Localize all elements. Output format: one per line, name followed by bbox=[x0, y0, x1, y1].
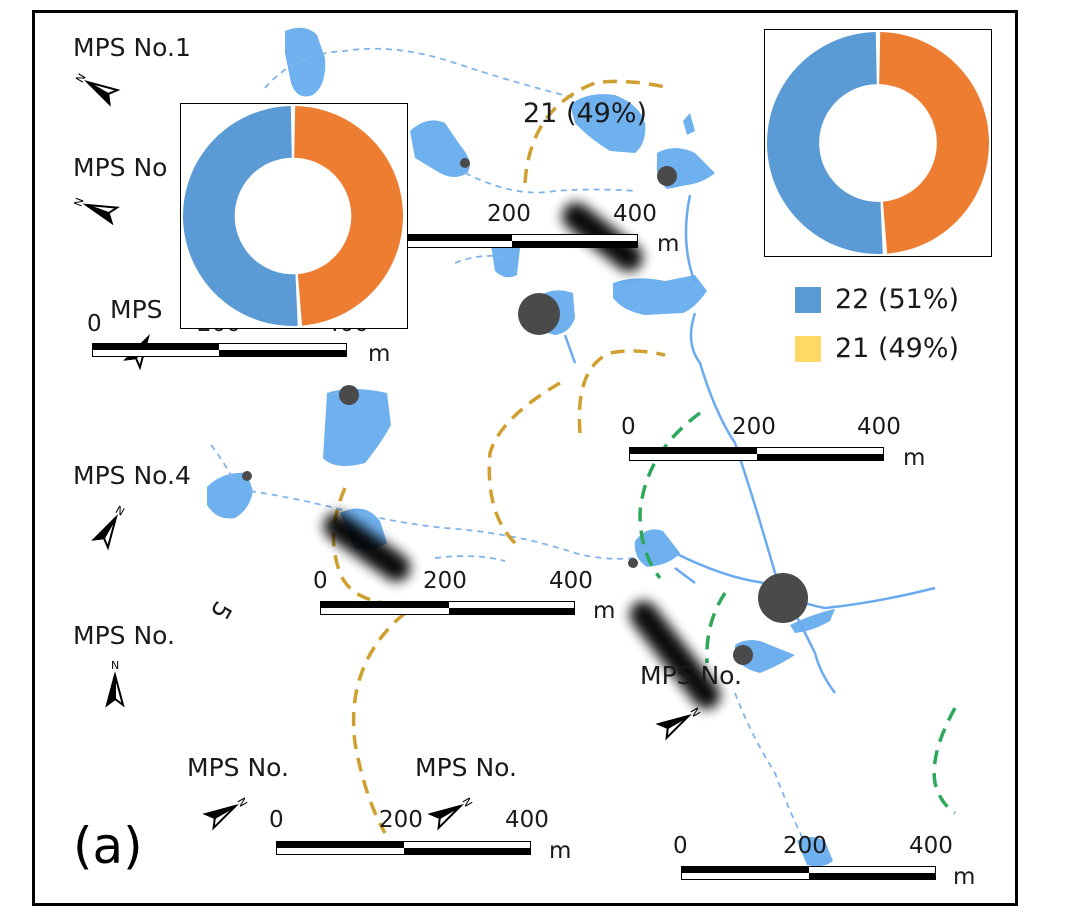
scale-bar bbox=[92, 343, 347, 357]
legend-item: 22 (51%) bbox=[795, 284, 959, 315]
legend-item: 21 (49%) bbox=[795, 333, 959, 364]
scale-tick: 0 bbox=[673, 833, 688, 859]
scale-unit: m bbox=[657, 231, 680, 257]
station-point bbox=[733, 645, 753, 665]
north-arrow-icon: N bbox=[91, 503, 127, 551]
station-point bbox=[628, 558, 638, 568]
station-label-mps5: MPS No. bbox=[73, 621, 175, 650]
map-frame: N N N N bbox=[32, 10, 1018, 906]
lake bbox=[683, 113, 695, 135]
donut-value-label: 21 (49%) bbox=[523, 98, 648, 129]
legend-swatch bbox=[795, 335, 821, 362]
north-arrow-icon: N bbox=[72, 196, 120, 226]
scale-unit: m bbox=[368, 341, 391, 367]
scale-tick: 0 bbox=[269, 807, 284, 833]
station-point bbox=[460, 158, 470, 168]
lake bbox=[634, 529, 680, 567]
scale-tick: 400 bbox=[909, 833, 953, 859]
scale-tick: 200 bbox=[487, 201, 531, 227]
north-arrow-icon: N bbox=[105, 659, 125, 708]
lake bbox=[570, 94, 646, 153]
lake bbox=[323, 389, 391, 467]
svg-text:N: N bbox=[234, 796, 249, 810]
station-point bbox=[242, 471, 252, 481]
scale-bar bbox=[383, 234, 638, 248]
donut-chart bbox=[766, 32, 989, 255]
scale-tick: 400 bbox=[613, 201, 657, 227]
donut-slice-21 bbox=[879, 32, 989, 254]
station-label-mps6: MPS No. bbox=[187, 753, 289, 782]
donut-slice-22 bbox=[182, 106, 298, 326]
scale-bar bbox=[629, 447, 884, 461]
scale-tick: 400 bbox=[505, 807, 549, 833]
donut-chart bbox=[182, 106, 403, 326]
scale-unit: m bbox=[549, 838, 572, 864]
svg-text:N: N bbox=[72, 196, 87, 208]
scale-tick: 200 bbox=[732, 414, 776, 440]
svg-text:N: N bbox=[459, 796, 474, 810]
scale-bar bbox=[681, 866, 936, 880]
scale-tick: 0 bbox=[621, 414, 636, 440]
station-point bbox=[758, 573, 808, 623]
legend-swatch bbox=[795, 286, 821, 313]
scale-tick: 200 bbox=[379, 807, 423, 833]
station-label-mps4: MPS No.4 bbox=[73, 461, 191, 490]
scale-tick: 400 bbox=[549, 568, 593, 594]
lake bbox=[613, 275, 707, 315]
station-point bbox=[657, 166, 677, 186]
svg-text:N: N bbox=[73, 71, 88, 85]
scale-unit: m bbox=[593, 598, 616, 624]
scale-unit: m bbox=[953, 864, 976, 890]
donut-slice-22 bbox=[766, 32, 883, 255]
donut-chart-box bbox=[764, 29, 992, 257]
lake bbox=[410, 120, 470, 177]
legend-label: 21 (49%) bbox=[835, 333, 960, 364]
station-label-mps7: MPS No. bbox=[415, 753, 517, 782]
scale-bar bbox=[320, 601, 575, 615]
scale-tick: 200 bbox=[783, 833, 827, 859]
station-point bbox=[339, 385, 359, 405]
north-arrow-icon: N bbox=[427, 796, 475, 831]
map-canvas: N N N N bbox=[72, 27, 957, 867]
lake bbox=[207, 472, 253, 519]
station-point bbox=[518, 293, 560, 335]
lake bbox=[797, 837, 833, 867]
north-arrow-icon: N bbox=[655, 706, 703, 741]
lake bbox=[285, 27, 326, 97]
station-label-mps2: MPS No bbox=[73, 153, 168, 182]
scale-tick: 0 bbox=[313, 568, 328, 594]
panel-label: (a) bbox=[73, 817, 143, 875]
donut-chart-box bbox=[180, 103, 408, 329]
scale-tick: 200 bbox=[423, 568, 467, 594]
station-label-mps3: MPS bbox=[110, 295, 163, 324]
scale-tick: 0 bbox=[87, 311, 102, 337]
scale-unit: m bbox=[903, 445, 926, 471]
north-arrow-icon: N bbox=[73, 71, 121, 107]
legend-label: 22 (51%) bbox=[835, 284, 960, 315]
scale-tick: 400 bbox=[857, 414, 901, 440]
station-label-mps1: MPS No.1 bbox=[73, 33, 191, 62]
north-arrow-icon: N bbox=[202, 796, 250, 831]
scale-bar bbox=[276, 841, 531, 855]
donut-slice-21 bbox=[294, 106, 403, 326]
station-label-mps8: MPS No. bbox=[640, 661, 742, 690]
svg-text:N: N bbox=[113, 503, 127, 518]
svg-text:N: N bbox=[111, 659, 119, 672]
